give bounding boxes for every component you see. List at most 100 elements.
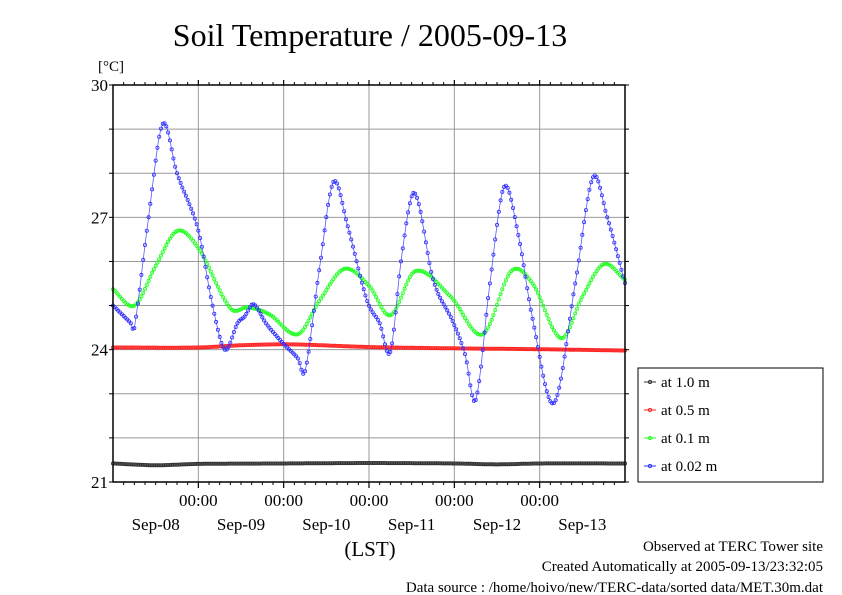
data-point	[459, 340, 464, 345]
data-point	[358, 273, 363, 278]
y-tick-label: 21	[91, 473, 108, 492]
data-point	[356, 266, 361, 271]
data-point	[527, 297, 532, 302]
data-point	[521, 263, 526, 268]
legend-label: at 1.0 m	[661, 375, 710, 391]
data-point	[342, 266, 347, 271]
created-note: Created Automatically at 2005-09-13/23:3…	[542, 559, 823, 575]
data-point	[212, 277, 217, 282]
data-point	[183, 193, 188, 198]
data-point	[215, 327, 220, 332]
data-point	[381, 460, 386, 465]
data-point	[512, 215, 517, 220]
data-point	[244, 305, 249, 310]
data-point	[198, 235, 203, 240]
data-point	[452, 346, 457, 351]
data-point	[153, 263, 158, 268]
data-point	[400, 246, 405, 251]
data-point	[178, 180, 183, 185]
data-point	[543, 308, 548, 313]
data-point	[155, 345, 160, 350]
data-point	[198, 461, 203, 466]
data-point	[299, 461, 304, 466]
data-point	[118, 461, 123, 466]
data-point	[315, 280, 320, 285]
data-point	[176, 176, 181, 181]
data-point	[402, 233, 407, 238]
data-point	[382, 460, 387, 465]
data-point	[155, 463, 160, 468]
data-point	[605, 261, 610, 266]
data-point	[352, 251, 357, 256]
data-point	[347, 230, 352, 235]
data-point	[157, 134, 162, 139]
data-point	[601, 201, 606, 206]
data-point	[160, 249, 165, 254]
data-point	[137, 287, 142, 292]
data-point	[603, 208, 608, 213]
data-point	[301, 342, 306, 347]
data-point	[578, 245, 583, 250]
data-point	[254, 305, 259, 310]
data-point	[150, 187, 155, 192]
data-point	[166, 239, 171, 244]
data-point	[299, 367, 304, 372]
data-point	[310, 342, 315, 347]
data-point	[395, 303, 400, 308]
data-point	[478, 364, 483, 369]
data-point	[237, 307, 242, 312]
data-point	[532, 325, 537, 330]
data-source-note: Data source : /home/hoivo/new/TERC-data/…	[406, 580, 824, 595]
data-point	[306, 349, 311, 354]
data-point	[214, 344, 219, 349]
data-point	[518, 461, 523, 466]
data-point	[308, 342, 313, 347]
x-day-label: Sep-12	[473, 515, 521, 534]
data-point	[544, 389, 549, 394]
data-point	[158, 463, 163, 468]
data-point	[505, 274, 510, 279]
data-point	[413, 269, 418, 274]
data-point	[510, 205, 515, 210]
data-point	[189, 206, 194, 211]
data-point	[142, 286, 147, 291]
data-point	[422, 229, 427, 234]
x-axis-label: (LST)	[344, 537, 395, 561]
data-point	[393, 310, 398, 315]
x-midnight-label: 00:00	[179, 491, 218, 510]
data-point	[560, 365, 565, 370]
data-point	[510, 462, 515, 467]
data-point	[182, 462, 187, 467]
data-point	[196, 345, 201, 350]
data-point	[158, 253, 163, 258]
data-point	[299, 342, 304, 347]
data-point	[436, 461, 441, 466]
data-point	[142, 462, 147, 467]
data-point	[496, 209, 501, 214]
data-point	[294, 332, 299, 337]
data-point	[295, 356, 300, 361]
data-point	[366, 303, 371, 308]
data-point	[155, 260, 160, 265]
data-point	[306, 318, 311, 323]
data-point	[535, 291, 540, 296]
data-point	[587, 281, 592, 286]
data-point	[583, 288, 588, 293]
data-point	[439, 299, 444, 304]
data-point	[322, 290, 327, 295]
series-at-1-0-m	[111, 460, 628, 468]
data-point	[304, 321, 309, 326]
data-point	[244, 311, 249, 316]
data-point	[544, 312, 549, 317]
data-point	[219, 340, 224, 345]
data-point	[617, 260, 622, 265]
data-point	[425, 250, 430, 255]
data-point	[603, 461, 608, 466]
data-point	[226, 344, 231, 349]
data-point	[354, 259, 359, 264]
data-point	[292, 342, 297, 347]
data-point	[301, 461, 306, 466]
data-point	[575, 270, 580, 275]
data-point	[462, 315, 467, 320]
